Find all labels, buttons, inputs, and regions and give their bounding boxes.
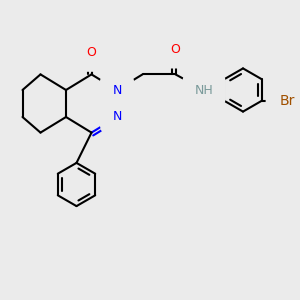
Text: N: N: [112, 110, 122, 124]
Text: N: N: [112, 83, 122, 97]
Text: NH: NH: [195, 83, 213, 97]
Text: O: O: [171, 43, 180, 56]
Text: Br: Br: [280, 94, 295, 108]
Text: O: O: [87, 46, 96, 59]
